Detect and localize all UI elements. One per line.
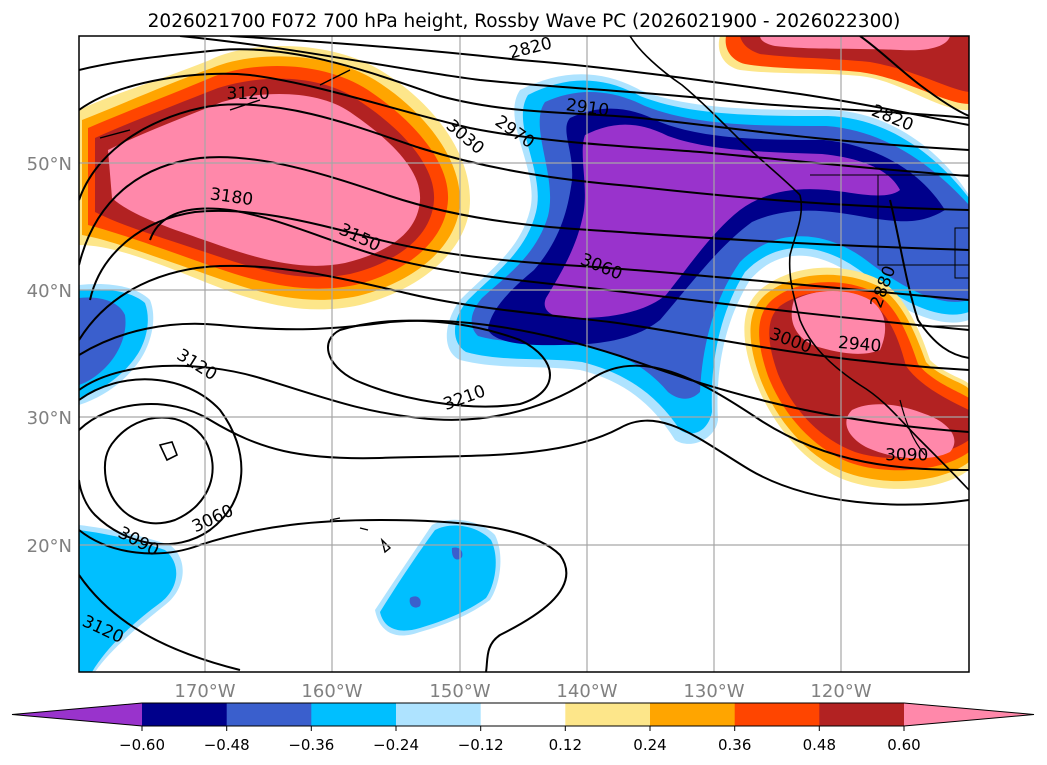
lat-label-30n: 30°N xyxy=(27,408,72,429)
colorbar-segment xyxy=(819,703,905,726)
colorbar-segment xyxy=(311,703,397,726)
colorbar-tick-label: −0.60 xyxy=(119,736,165,754)
colorbar-tick-label: 0.12 xyxy=(549,736,582,754)
contour-label-text: 3090 xyxy=(885,446,928,466)
contour-label-text: 3120 xyxy=(226,84,269,104)
colorbar-extend-high xyxy=(904,703,1034,726)
lon-label-170w: 170°W xyxy=(174,681,235,702)
colorbar-tick-label: −0.48 xyxy=(204,736,250,754)
lon-label-150w: 150°W xyxy=(429,681,490,702)
contour-label: 3120 xyxy=(226,84,269,104)
latitude-tick-labels: 50°N 40°N 30°N 20°N xyxy=(27,154,72,557)
colorbar-tick-label: 0.24 xyxy=(633,736,666,754)
height-contours xyxy=(79,36,969,672)
colorbar-segment xyxy=(226,703,312,726)
colorbar-extend-low xyxy=(12,703,142,726)
contour-label-text: 2940 xyxy=(837,333,882,357)
lat-label-40n: 40°N xyxy=(27,281,72,302)
lon-label-160w: 160°W xyxy=(301,681,362,702)
colorbar-tick-label: 0.60 xyxy=(887,736,920,754)
colorbar-tick-label: −0.12 xyxy=(458,736,504,754)
lon-label-120w: 120°W xyxy=(810,681,871,702)
lat-label-20n: 20°N xyxy=(27,536,72,557)
colorbar-tick-label: 0.36 xyxy=(718,736,751,754)
lon-label-140w: 140°W xyxy=(556,681,617,702)
lat-label-50n: 50°N xyxy=(27,154,72,175)
colorbar-segment xyxy=(565,703,651,726)
colorbar-segment xyxy=(396,703,482,726)
colorbar-segment xyxy=(734,703,820,726)
map-frame xyxy=(78,35,970,673)
colorbar-segment xyxy=(650,703,736,726)
map-title: 2026021700 F072 700 hPa height, Rossby W… xyxy=(148,11,901,32)
longitude-tick-labels: 170°W 160°W 150°W 140°W 130°W 120°W xyxy=(174,681,871,702)
colorbar-tick-label: −0.36 xyxy=(288,736,334,754)
colorbar: −0.60 −0.48 −0.36 −0.24 −0.12 0.12 0.24 0.36 0.4… xyxy=(11,702,1035,754)
colorbar-segment xyxy=(142,703,228,726)
lon-label-130w: 130°W xyxy=(683,681,744,702)
contour-label: 3090 xyxy=(885,446,928,466)
colorbar-tick-label: 0.48 xyxy=(803,736,836,754)
colorbar-segment xyxy=(480,703,566,726)
contour-label: 2940 xyxy=(837,333,882,357)
gridlines xyxy=(79,36,969,672)
colorbar-tick-label: −0.24 xyxy=(373,736,419,754)
